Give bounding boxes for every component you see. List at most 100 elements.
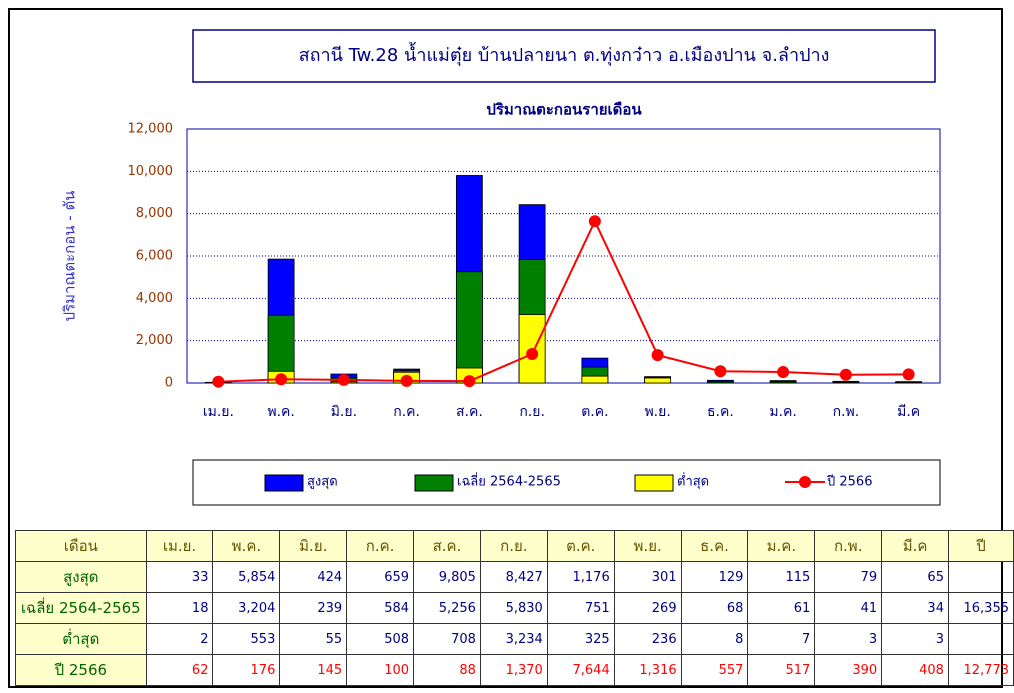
table-cell: ปี (947, 530, 1014, 562)
table-cell: สูงสุด (15, 561, 147, 593)
table-cell: 751 (546, 592, 615, 624)
table-cell: 115 (747, 561, 816, 593)
table-cell: 8 (680, 623, 749, 655)
table-cell: 3 (814, 623, 883, 655)
table-cell: 145 (279, 654, 348, 686)
y-tick-label: 12,000 (128, 122, 174, 137)
table-cell: พ.ย. (613, 530, 682, 562)
table-cell: 61 (747, 592, 816, 624)
x-tick-label: ก.ค. (393, 404, 420, 420)
x-tick-label: ก.พ. (833, 404, 860, 420)
table-row: เฉลี่ย 2564-2565 18 3,204 239 584 5,256 5,830 7… (15, 592, 1014, 624)
x-tick-label: ต.ค. (581, 404, 608, 420)
page-frame (8, 8, 1003, 688)
table-cell: 34 (881, 592, 949, 624)
table-cell: 3,204 (212, 592, 281, 624)
table-cell: ปี 2566 (15, 654, 147, 686)
table-cell: 1,316 (613, 654, 682, 686)
table-cell: 7,644 (546, 654, 615, 686)
table-cell: 7 (747, 623, 816, 655)
table-cell: ส.ค. (413, 530, 481, 562)
table-cell: 65 (881, 561, 949, 593)
table-cell: เฉลี่ย 2564-2565 (15, 592, 147, 624)
line-marker (400, 374, 413, 387)
table-cell: ก.ค. (346, 530, 415, 562)
table-cell: ก.ย. (479, 530, 548, 562)
table-row: ปี 2566 62 176 145 100 88 1,370 7,644 1,316 557 51… (15, 654, 1014, 686)
chart-subtitle: ปริมาณตะกอนรายเดือน (486, 101, 642, 119)
table-cell: 408 (881, 654, 949, 686)
line-marker (902, 368, 915, 381)
table-cell: มิ.ย. (279, 530, 348, 562)
table-cell: ม.ค. (747, 530, 816, 562)
y-tick-label: 2,000 (136, 333, 173, 348)
table-cell: 79 (814, 561, 883, 593)
table-cell: 2 (145, 623, 214, 655)
legend-label: เฉลี่ย 2564-2565 (457, 473, 561, 490)
chart-title: สถานี Tw.28 น้ำแม่ตุ๋ย บ้านปลายนา ต.ทุ่ง… (299, 42, 830, 66)
x-tick-label: ม.ค. (769, 404, 797, 420)
table-cell: 18 (145, 592, 214, 624)
table-cell: ก.พ. (814, 530, 883, 562)
table-cell: 390 (814, 654, 883, 686)
y-tick-label: 0 (165, 376, 173, 391)
table-cell: 5,830 (479, 592, 548, 624)
table-cell: 55 (279, 623, 348, 655)
table-row: ต่ำสุด 2 553 55 508 708 3,234 325 236 8 7 3 3 (15, 623, 1014, 655)
table-cell: 236 (613, 623, 682, 655)
y-tick-label: 8,000 (136, 206, 173, 221)
line (218, 218, 909, 383)
table-cell: 239 (279, 592, 348, 624)
table-cell: ธ.ค. (680, 530, 749, 562)
x-tick-label: มิ.ย. (331, 404, 357, 420)
table-cell: 100 (346, 654, 415, 686)
line-marker (526, 348, 539, 361)
table-cell: 508 (346, 623, 415, 655)
table-cell: 553 (212, 623, 281, 655)
table-cell: 5,256 (413, 592, 481, 624)
x-tick-label: ก.ย. (519, 404, 545, 420)
table-cell: 129 (680, 561, 749, 593)
table-cell: เดือน (15, 530, 147, 562)
x-tick-label: ส.ค. (456, 404, 483, 420)
y-tick-label: 6,000 (136, 249, 173, 264)
table-cell: 12,773 (947, 654, 1014, 686)
legend-swatch (414, 474, 454, 492)
table-cell: ต่ำสุด (15, 623, 147, 655)
table-cell: ต.ค. (546, 530, 615, 562)
table-cell: 8,427 (479, 561, 548, 593)
table-cell: 708 (413, 623, 481, 655)
table-cell (947, 561, 1014, 593)
table-cell: 584 (346, 592, 415, 624)
legend-label: ต่ำสุด (677, 473, 709, 490)
line-marker (714, 365, 727, 378)
table-cell: 33 (145, 561, 214, 593)
table-row: เดือน เม.ย. พ.ค. มิ.ย. ก.ค. ส.ค. ก.ย. ต.ค. พ.ย. ธ… (15, 530, 1014, 562)
data-table: เดือน เม.ย. พ.ค. มิ.ย. ก.ค. ส.ค. ก.ย. ต.ค. พ.ย. ธ… (15, 530, 1014, 686)
table-cell: 557 (680, 654, 749, 686)
table-cell: 3 (881, 623, 949, 655)
line-marker (839, 368, 852, 381)
x-tick-label: พ.ค. (267, 404, 295, 420)
table-cell: 16,355 (947, 592, 1014, 624)
line-marker (588, 215, 601, 228)
table-cell: มี.ค (881, 530, 949, 562)
legend-label: สูงสุด (307, 475, 338, 490)
line-marker (275, 373, 288, 386)
legend-swatch (634, 474, 674, 492)
table-cell: 1,370 (479, 654, 548, 686)
line-marker (463, 375, 476, 388)
table-cell: 517 (747, 654, 816, 686)
legend-marker (799, 476, 811, 488)
table-cell: พ.ค. (212, 530, 281, 562)
line-marker (337, 373, 350, 386)
x-tick-label: พ.ย. (644, 404, 670, 420)
bar (581, 375, 609, 384)
plot-border (186, 128, 941, 384)
table-cell: 62 (145, 654, 214, 686)
y-tick-label: 10,000 (128, 164, 174, 179)
table-cell: 88 (413, 654, 481, 686)
x-tick-label: มี.ค (897, 404, 920, 420)
table-cell (947, 623, 1014, 655)
line-marker (777, 366, 790, 379)
